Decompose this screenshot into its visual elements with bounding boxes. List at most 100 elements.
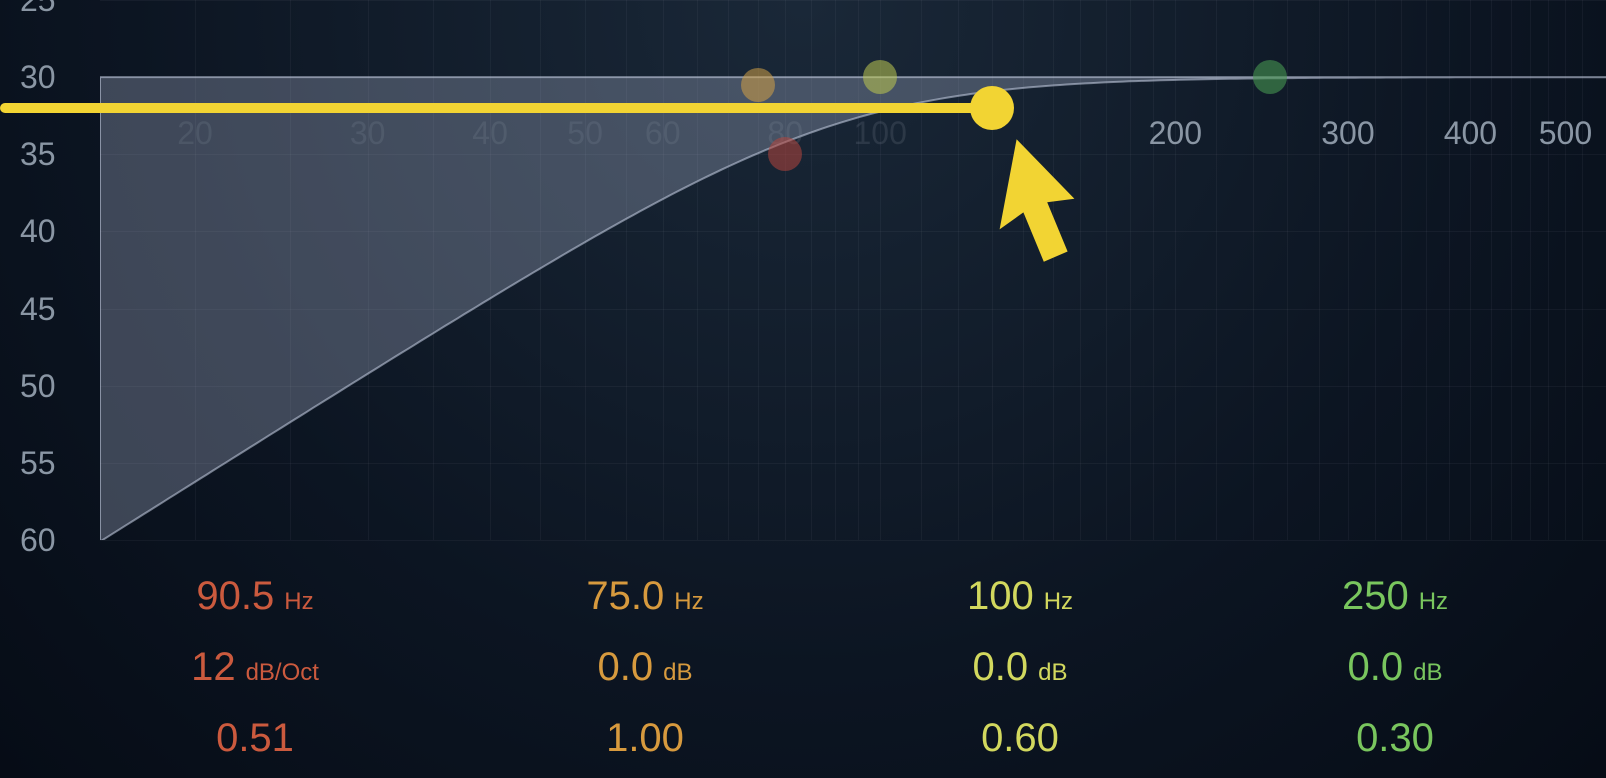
readout-row[interactable]: 1.00	[586, 716, 703, 761]
gridline-v	[1511, 0, 1512, 540]
readout-value[interactable]: 0.30	[1356, 716, 1434, 761]
readout-value[interactable]: 1.00	[606, 716, 684, 761]
gridline-v	[921, 0, 922, 540]
gridline-v	[663, 0, 664, 540]
gridline-v	[1287, 0, 1288, 540]
gridline-v	[1216, 0, 1217, 540]
gridline-v	[697, 0, 698, 540]
cursor-arrow-icon	[986, 124, 1106, 284]
gridline-v	[490, 0, 491, 540]
x-tick-label: 200	[1149, 115, 1202, 152]
gridline-v	[1582, 0, 1583, 540]
band-1-dot[interactable]	[741, 68, 775, 102]
readout-unit: dB/Oct	[246, 659, 319, 687]
readout-row[interactable]: 250 Hz	[1342, 574, 1448, 619]
active-band-line[interactable]	[0, 103, 992, 113]
y-tick-label: 30	[20, 59, 56, 96]
gridline-v	[1449, 0, 1450, 540]
readout-value[interactable]: 0.51	[216, 716, 294, 761]
gridline-v	[1175, 0, 1176, 540]
gridline-v	[835, 0, 836, 540]
readout-col-band-3: 100 Hz 0.0 dB 0.60	[967, 574, 1073, 761]
readout-value[interactable]: 0.0	[1348, 645, 1404, 690]
band-3-dot[interactable]	[1253, 60, 1287, 94]
readout-value[interactable]: 100	[967, 574, 1034, 619]
gridline-v	[858, 0, 859, 540]
x-tick-label: 60	[645, 115, 681, 152]
gridline-v	[958, 0, 959, 540]
gridline-v	[728, 0, 729, 540]
readout-unit: Hz	[284, 588, 313, 616]
y-tick-label: 25	[20, 0, 56, 19]
x-tick-label: 400	[1444, 115, 1497, 152]
band-2-dot[interactable]	[863, 60, 897, 94]
gridline-v	[585, 0, 586, 540]
y-tick-label: 55	[20, 445, 56, 482]
band-1b-dot[interactable]	[768, 137, 802, 171]
gridline-h	[100, 309, 1606, 310]
readout-unit: Hz	[674, 588, 703, 616]
x-tick-label: 20	[177, 115, 213, 152]
gridline-v	[1375, 0, 1376, 540]
eq-curve-fill	[100, 0, 1606, 540]
readout-col-band-1: 90.5 Hz 12 dB/Oct 0.51	[191, 574, 319, 761]
readout-value[interactable]: 0.0	[973, 645, 1029, 690]
readout-row[interactable]: 0.60	[967, 716, 1073, 761]
readout-row[interactable]: 90.5 Hz	[191, 574, 319, 619]
gridline-h	[100, 386, 1606, 387]
readout-unit: dB	[1038, 659, 1067, 687]
eq-chart[interactable]: 2030405060801002003004005002530354045505…	[100, 0, 1606, 540]
x-tick-label: 300	[1321, 115, 1374, 152]
gridline-h	[100, 0, 1606, 1]
gridline-v	[626, 0, 627, 540]
gridline-v	[1530, 0, 1531, 540]
gridline-v	[1348, 0, 1349, 540]
gridline-v	[1491, 0, 1492, 540]
readout-unit: dB	[663, 659, 692, 687]
gridline-h	[100, 154, 1606, 155]
readout-row[interactable]: 100 Hz	[967, 574, 1073, 619]
readout-row[interactable]: 0.0 dB	[967, 645, 1073, 690]
gridline-v	[1319, 0, 1320, 540]
readout-unit: Hz	[1044, 588, 1073, 616]
x-tick-label: 100	[854, 115, 907, 152]
gridline-v	[195, 0, 196, 540]
readout-row[interactable]: 0.30	[1342, 716, 1448, 761]
readout-col-band-2: 75.0 Hz 0.0 dB 1.00	[586, 574, 703, 761]
gridline-v	[1470, 0, 1471, 540]
gridline-v	[1130, 0, 1131, 540]
gridline-h	[100, 77, 1606, 78]
x-tick-label: 40	[472, 115, 508, 152]
readout-value[interactable]: 90.5	[196, 574, 274, 619]
gridline-v	[540, 0, 541, 540]
readout-value[interactable]: 250	[1342, 574, 1409, 619]
x-tick-label: 50	[567, 115, 603, 152]
gridline-v	[1106, 0, 1107, 540]
gridline-v	[1426, 0, 1427, 540]
y-tick-label: 50	[20, 368, 56, 405]
readout-value[interactable]: 0.0	[598, 645, 654, 690]
gridline-h	[100, 231, 1606, 232]
readout-unit: dB	[1413, 659, 1442, 687]
gridline-h	[100, 463, 1606, 464]
y-tick-label: 40	[20, 213, 56, 250]
gridline-v	[811, 0, 812, 540]
readout-row[interactable]: 75.0 Hz	[586, 574, 703, 619]
gridline-v	[1401, 0, 1402, 540]
gridline-v	[785, 0, 786, 540]
gridline-v	[368, 0, 369, 540]
readout-value[interactable]: 0.60	[981, 716, 1059, 761]
readout-row[interactable]: 12 dB/Oct	[191, 645, 319, 690]
readout-row[interactable]: 0.51	[191, 716, 319, 761]
gridline-v	[1153, 0, 1154, 540]
readout-value[interactable]: 12	[191, 645, 236, 690]
readout-unit: Hz	[1419, 588, 1448, 616]
gridline-v	[1565, 0, 1566, 540]
y-tick-label: 60	[20, 522, 56, 559]
gridline-h	[100, 540, 1606, 541]
readout-value[interactable]: 75.0	[586, 574, 664, 619]
readout-row[interactable]: 0.0 dB	[586, 645, 703, 690]
x-tick-label: 500	[1539, 115, 1592, 152]
y-tick-label: 35	[20, 136, 56, 173]
readout-row[interactable]: 0.0 dB	[1342, 645, 1448, 690]
